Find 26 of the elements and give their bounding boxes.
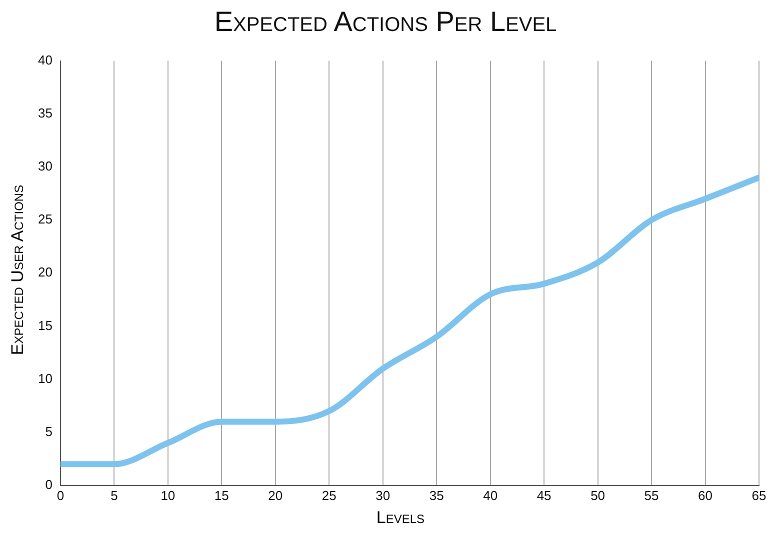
x-tick-label: 35 [429, 488, 444, 503]
y-tick-label: 20 [38, 264, 52, 280]
x-tick-label: 15 [214, 488, 229, 503]
x-tick-label: 5 [110, 488, 118, 503]
y-tick-label: 40 [38, 52, 52, 68]
x-tick-label: 65 [752, 488, 766, 503]
x-tick-label: 45 [536, 488, 552, 503]
x-tick-label: 55 [644, 488, 659, 503]
y-axis-title: Expected User Actions [8, 184, 28, 356]
y-tick-label: 25 [38, 212, 52, 227]
y-tick-label: 10 [38, 370, 52, 386]
x-axis-title: Levels [375, 508, 426, 528]
y-tick-label: 0 [45, 476, 52, 492]
x-tick-label: 25 [322, 488, 336, 503]
x-tick-label: 50 [590, 488, 606, 503]
y-tick-label: 30 [38, 158, 52, 174]
x-tick-label: 40 [483, 488, 498, 503]
x-tick-label: 30 [376, 488, 390, 503]
y-tick-label: 35 [38, 105, 52, 120]
chart-title: Expected Actions Per Level [213, 6, 558, 38]
x-tick-label: 20 [268, 488, 283, 503]
x-tick-label: 10 [160, 488, 176, 503]
x-tick-label: 0 [56, 488, 64, 503]
x-tick-label: 60 [698, 488, 712, 503]
y-tick-label: 5 [45, 424, 52, 439]
y-tick-label: 15 [38, 318, 52, 333]
